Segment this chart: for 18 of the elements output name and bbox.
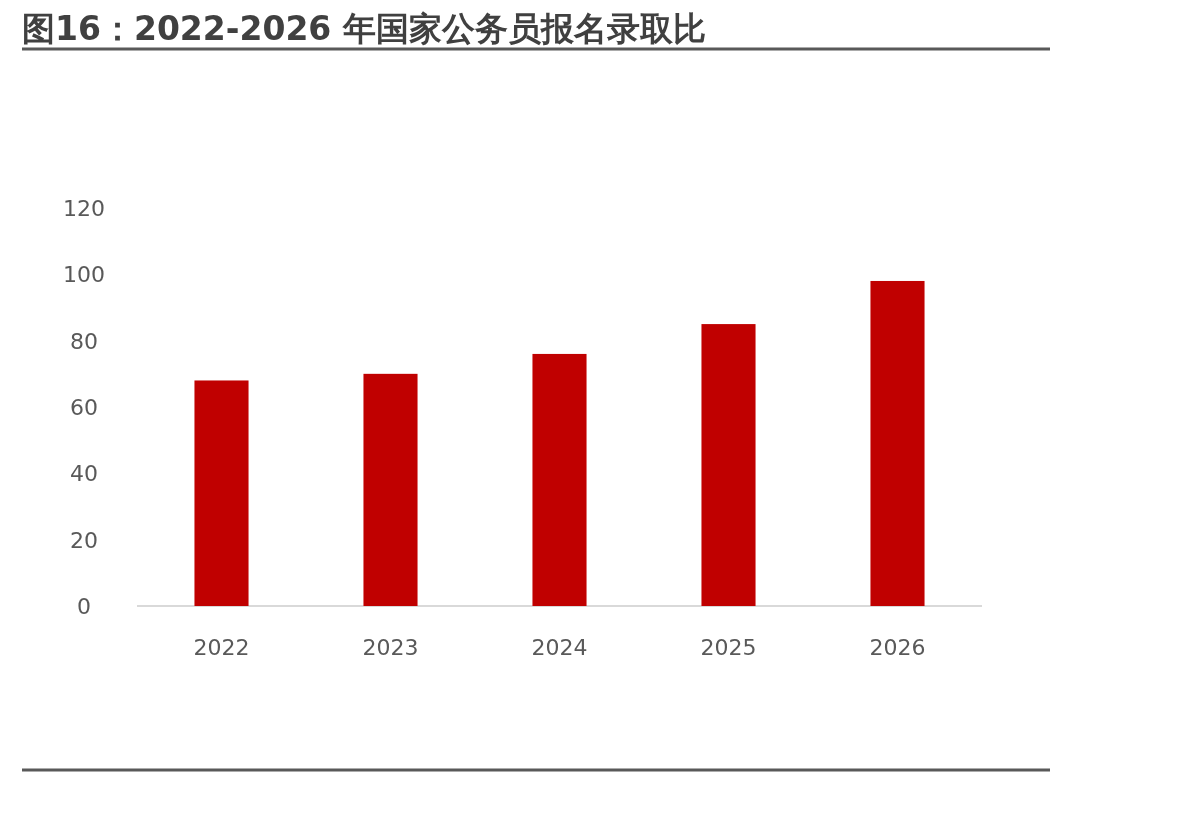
- bar: [194, 380, 249, 606]
- y-tick-label: 120: [63, 196, 105, 221]
- y-tick-label: 60: [70, 395, 98, 420]
- bar: [532, 353, 587, 606]
- y-tick-label: 100: [63, 262, 105, 288]
- y-tick-label: 40: [70, 461, 98, 487]
- bar: [363, 373, 418, 606]
- y-tick-label: 0: [77, 594, 91, 619]
- x-tick-label: 2023: [362, 635, 419, 660]
- x-tick-label: 2024: [531, 635, 588, 660]
- y-tick-label: 80: [70, 328, 98, 354]
- x-tick-label: 2025: [700, 635, 757, 660]
- y-tick-label: 20: [70, 527, 98, 553]
- x-tick-label: 2022: [193, 635, 250, 660]
- bar: [701, 324, 756, 606]
- chart-title: 图16：2022-2026 年国家公务员报名录取比: [22, 9, 706, 48]
- x-tick-label: 2026: [869, 635, 926, 660]
- bar: [870, 280, 925, 606]
